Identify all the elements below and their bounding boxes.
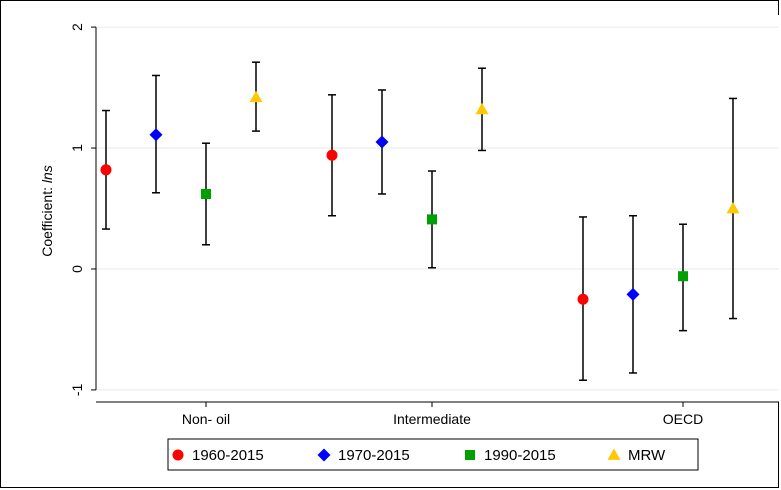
axes: -1 0 1 2 Non- oil Intermediate OECD (69, 23, 779, 427)
legend-label-1: 1970-2015 (338, 447, 410, 464)
point-0-1 (326, 149, 338, 161)
point-0-2 (577, 293, 589, 305)
point-1-1 (375, 135, 389, 149)
plot-area (96, 15, 779, 402)
legend-label-2: 1990-2015 (484, 447, 556, 464)
legend: 1960-2015 1970-2015 1990-2015 MRW (167, 438, 699, 471)
y-tick-label: 2 (69, 23, 85, 31)
legend-marker-3 (607, 448, 621, 460)
y-axis-title-prefix: Coefficient: (39, 183, 55, 257)
gridlines (96, 26, 779, 391)
point-2-1 (427, 214, 437, 225)
legend-marker-1 (317, 448, 331, 462)
point-1-0 (149, 128, 163, 142)
data-marks (100, 61, 740, 381)
x-tick-label-0: Non- oil (182, 411, 230, 427)
legend-label-3: MRW (628, 447, 666, 464)
legend-box (167, 438, 699, 471)
legend-label-0: 1960-2015 (192, 447, 264, 464)
y-tick-label: 0 (69, 265, 85, 273)
y-tick-label: -1 (69, 383, 85, 396)
x-tick-label-2: OECD (663, 411, 703, 427)
y-axis-title: Coefficient: lns (39, 165, 55, 257)
point-1-2 (626, 287, 640, 301)
y-tick-label: 1 (69, 144, 85, 152)
legend-marker-2 (465, 450, 475, 460)
y-axis-title-italic: lns (39, 165, 55, 183)
point-0-0 (100, 164, 112, 176)
point-3-2 (726, 202, 740, 214)
point-3-1 (475, 102, 489, 115)
x-tick-label-1: Intermediate (393, 411, 471, 427)
point-2-2 (678, 271, 688, 282)
point-2-0 (201, 188, 211, 199)
legend-marker-0 (172, 449, 184, 461)
point-3-0 (249, 90, 263, 103)
